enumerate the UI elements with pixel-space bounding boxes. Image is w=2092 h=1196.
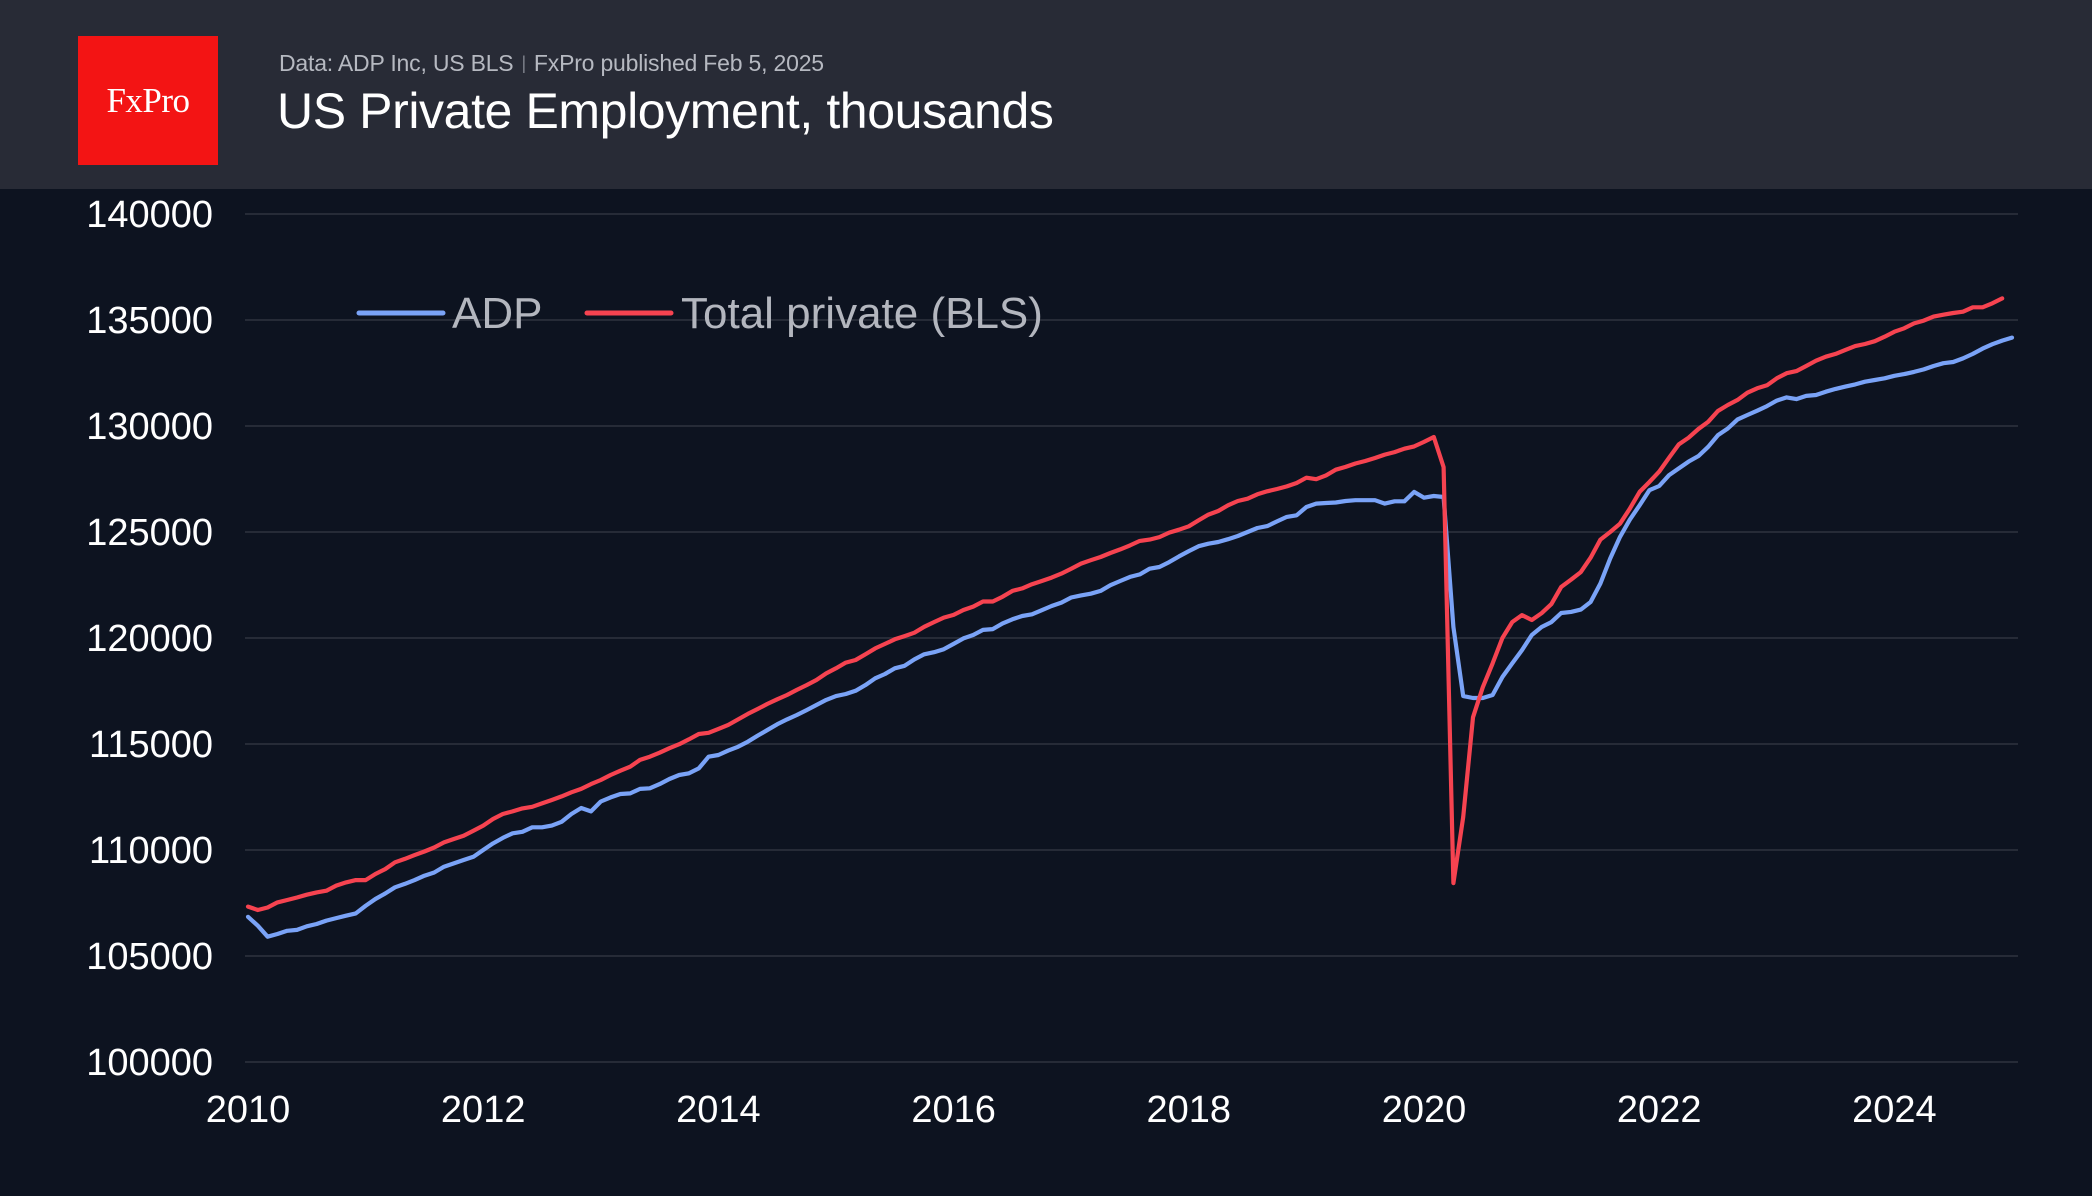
gridlines: [245, 213, 2018, 1063]
y-axis-ticks: 100000 105000 110000 115000 120000 125000 1300…: [86, 194, 213, 1084]
x-tick-label: 2018: [1147, 1089, 1232, 1131]
x-tick-label: 2014: [676, 1089, 761, 1131]
y-tick-label: 130000: [86, 406, 213, 448]
y-tick-label: 110000: [89, 830, 213, 872]
y-tick-label: 135000: [86, 300, 213, 342]
fxpro-logo: FxPro: [78, 36, 218, 165]
x-axis-ticks: 2010 2012 2014 2016 2018 2020 2022 2024: [206, 1089, 1937, 1131]
x-tick-label: 2024: [1852, 1089, 1937, 1131]
adp-series-line: [245, 335, 2015, 939]
y-tick-label: 105000: [86, 936, 213, 978]
y-tick-label: 120000: [86, 618, 213, 660]
y-tick-label: 125000: [86, 512, 213, 554]
chart-header: FxPro Data: ADP Inc, US BLS | FxPro publis…: [0, 0, 2092, 189]
y-tick-label: 100000: [86, 1042, 213, 1084]
separator: |: [521, 53, 526, 73]
data-source: Data: ADP Inc, US BLS: [279, 50, 514, 76]
published-date: FxPro published Feb 5, 2025: [533, 50, 824, 76]
x-tick-label: 2022: [1617, 1089, 1702, 1131]
x-tick-label: 2016: [911, 1089, 996, 1131]
legend-bls-label: Total private (BLS): [681, 289, 1043, 338]
y-tick-label: 115000: [89, 724, 213, 766]
x-tick-label: 2012: [441, 1089, 526, 1131]
x-tick-label: 2020: [1382, 1089, 1467, 1131]
bls-series-line: [245, 296, 2005, 913]
chart-title: US Private Employment, thousands: [277, 83, 1054, 139]
legend: ADP Total private (BLS): [356, 289, 1043, 338]
chart-subtitle: Data: ADP Inc, US BLS | FxPro published Fe…: [279, 50, 824, 77]
legend-adp-label: ADP: [452, 289, 542, 338]
x-tick-label: 2010: [206, 1089, 291, 1131]
series-lines: [245, 296, 2015, 939]
logo-text: FxPro: [106, 80, 190, 120]
y-tick-label: 140000: [86, 194, 213, 236]
